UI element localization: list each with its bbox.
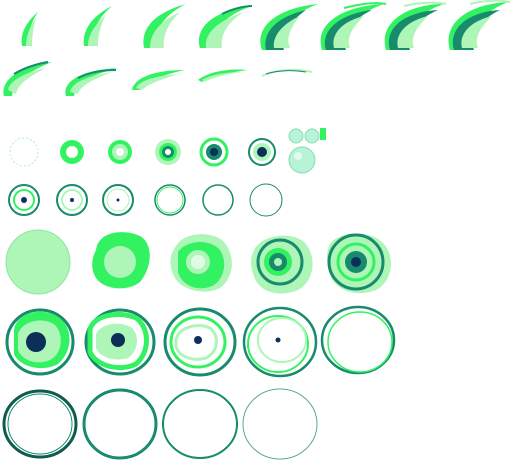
slash-frame-8 xyxy=(449,1,510,50)
large-ring-frame-3 xyxy=(170,234,232,291)
small-ring-frame-10 xyxy=(155,185,185,215)
slash-frame-1 xyxy=(22,12,38,46)
large-ring-frame-12 xyxy=(84,390,156,458)
large-ring-frame-8 xyxy=(165,309,235,375)
small-ring-frame-5 xyxy=(201,139,227,165)
slash-frame-6 xyxy=(321,3,386,50)
small-ring-frame-3 xyxy=(108,140,132,164)
small-ring-frame-12 xyxy=(250,184,282,216)
small-ring-frame-11 xyxy=(203,185,233,215)
small-ring-frame-4 xyxy=(155,139,181,165)
slash-frame-11 xyxy=(132,70,184,90)
slash-frame-5 xyxy=(260,4,318,50)
large-ring-frame-1 xyxy=(6,230,70,294)
large-ring-frame-13 xyxy=(163,390,237,458)
large-ring-frame-7 xyxy=(86,310,154,374)
small-ring-frame-2 xyxy=(60,140,84,164)
large-ring-frame-14 xyxy=(243,389,317,459)
large-ring-frame-4 xyxy=(251,236,313,294)
large-ring-frame-5 xyxy=(327,234,391,294)
slash-frame-12 xyxy=(198,69,248,82)
slash-frame-4 xyxy=(199,6,252,48)
slash-frame-13 xyxy=(262,70,312,76)
small-ring-frame-7 xyxy=(9,185,39,215)
large-ring-frame-11 xyxy=(4,391,76,457)
bubble-particle xyxy=(289,128,326,173)
large-ring-frame-10 xyxy=(322,307,394,373)
slash-frame-2 xyxy=(84,6,112,46)
large-ring-frame-2 xyxy=(92,232,150,288)
small-ring-frame-1 xyxy=(10,138,38,166)
slash-frame-3 xyxy=(143,4,186,48)
small-ring-frame-8 xyxy=(57,185,87,215)
large-ring-frame-6 xyxy=(7,310,73,374)
slash-frame-9 xyxy=(3,62,52,96)
small-ring-frame-9 xyxy=(103,185,133,215)
slash-frame-10 xyxy=(65,68,118,96)
small-ring-frame-6 xyxy=(249,139,275,165)
slash-frame-7 xyxy=(385,3,446,50)
large-ring-frame-9 xyxy=(244,308,316,376)
